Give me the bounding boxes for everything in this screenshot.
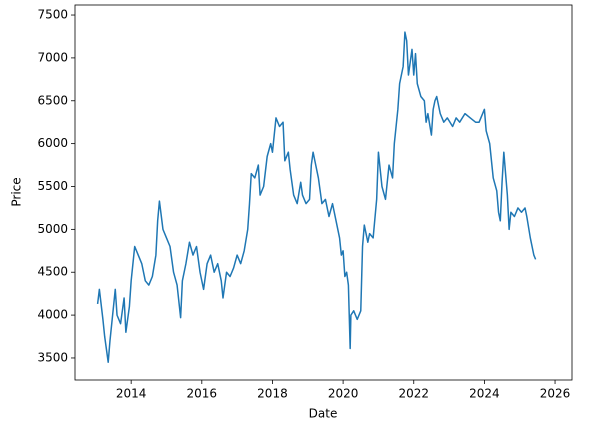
y-tick-label: 7500 — [37, 8, 68, 22]
x-axis-label: Date — [309, 407, 338, 421]
y-tick-label: 4000 — [37, 308, 68, 322]
y-tick-label: 3500 — [37, 350, 68, 364]
y-axis-label: Price — [10, 177, 24, 206]
price-line — [96, 31, 537, 363]
y-tick-label: 5500 — [37, 179, 68, 193]
x-tick-label: 2024 — [469, 387, 500, 401]
x-tick-label: 2026 — [540, 387, 571, 401]
x-tick-label: 2020 — [328, 387, 359, 401]
x-tick-label: 2018 — [257, 387, 288, 401]
plot-frame — [74, 4, 573, 381]
y-tick-label: 6500 — [37, 93, 68, 107]
y-tick-label: 5000 — [37, 222, 68, 236]
y-tick-label: 7000 — [37, 50, 68, 64]
x-tick-label: 2014 — [116, 387, 147, 401]
x-tick-label: 2022 — [398, 387, 429, 401]
x-tick-label: 2016 — [187, 387, 218, 401]
y-tick-label: 4500 — [37, 265, 68, 279]
y-tick-label: 6000 — [37, 136, 68, 150]
